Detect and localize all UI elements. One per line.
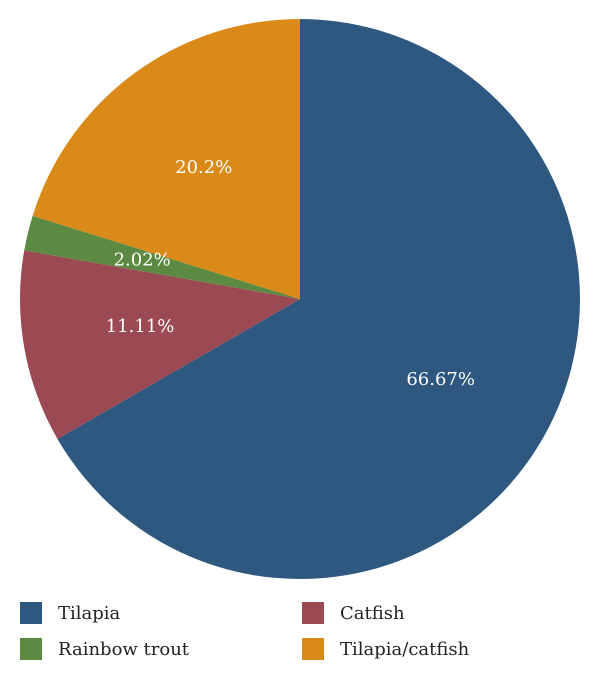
legend-swatch-rainbow-trout [20,638,42,660]
pie-slice-catfish [19,250,300,439]
legend-item-tilapia-catfish: Tilapia/catfish [302,636,580,662]
legend-label-tilapia: Tilapia [58,602,121,624]
pie-chart: 66.67% 11.11% 2.02% 20.2% [19,19,580,579]
legend-label-tilapia-catfish: Tilapia/catfish [340,638,470,660]
legend-item-rainbow-trout: Rainbow trout [20,636,302,662]
pie-slice-rainbow-trout [24,215,300,299]
pie-slice-label-rainbow-trout: 2.02% [114,250,171,271]
legend-item-tilapia: Tilapia [20,600,302,626]
legend-swatch-tilapia [20,602,42,624]
pie-slices [19,19,580,579]
legend-label-catfish: Catfish [340,602,405,624]
pie-slice-label-tilapia-catfish: 20.2% [175,157,232,178]
pie-slice-labels: 66.67% 11.11% 2.02% 20.2% [106,157,475,390]
pie-slice-tilapia [57,19,580,579]
legend: Tilapia Catfish Rainbow trout Tilapia/ca… [20,600,580,662]
pie-slice-label-tilapia: 66.67% [406,369,475,390]
legend-label-rainbow-trout: Rainbow trout [58,638,190,660]
pie-slice-tilapia-catfish [32,19,300,299]
legend-swatch-catfish [302,602,324,624]
pie-slice-label-catfish: 11.11% [106,316,175,337]
legend-item-catfish: Catfish [302,600,580,626]
legend-swatch-tilapia-catfish [302,638,324,660]
